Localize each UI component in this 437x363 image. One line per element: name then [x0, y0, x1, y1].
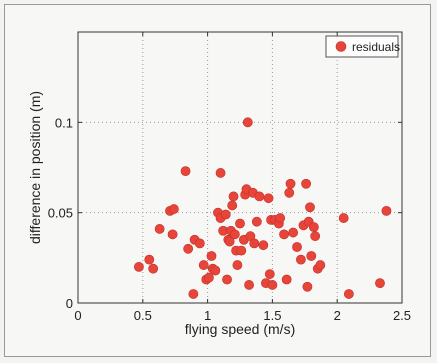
data-point	[228, 191, 239, 202]
data-point	[301, 178, 311, 189]
data-point	[264, 269, 275, 279]
data-point	[244, 280, 254, 290]
data-point	[249, 238, 260, 249]
data-point	[144, 254, 155, 265]
data-point	[183, 243, 194, 254]
x-axis-label: flying speed (m/s)	[185, 321, 295, 337]
data-point	[229, 229, 240, 240]
data-point	[206, 251, 217, 261]
data-point	[180, 166, 191, 177]
data-point	[251, 216, 262, 227]
plot-area	[77, 31, 403, 304]
y-tick-label: 0.05	[48, 206, 73, 221]
data-point	[267, 280, 278, 290]
data-point	[275, 213, 286, 223]
data-point	[343, 289, 354, 299]
data-point	[194, 238, 205, 249]
x-tick-label: 0	[74, 308, 81, 323]
x-tick-label: 0.5	[134, 308, 152, 323]
x-tick-label: 2	[334, 308, 341, 323]
x-tick-label: 1.5	[263, 308, 281, 323]
data-point	[381, 205, 392, 216]
data-point	[308, 222, 319, 233]
data-point	[285, 178, 296, 189]
data-point	[258, 240, 269, 251]
data-point	[284, 187, 295, 198]
legend-marker	[335, 41, 347, 52]
data-point	[292, 242, 302, 252]
data-point	[224, 236, 235, 247]
data-point	[236, 245, 247, 256]
data-point	[154, 224, 165, 234]
data-point	[232, 260, 243, 270]
y-tick-label: 0	[66, 296, 73, 311]
data-point	[305, 202, 315, 213]
data-point	[227, 200, 238, 211]
data-point	[167, 229, 178, 240]
data-point	[235, 218, 245, 229]
data-point	[338, 213, 349, 223]
figure-frame	[4, 4, 431, 357]
data-point	[210, 265, 221, 276]
data-point	[375, 278, 385, 289]
data-point	[302, 281, 313, 292]
data-point	[198, 260, 209, 270]
data-point	[242, 117, 253, 128]
data-point	[310, 231, 321, 242]
data-point	[254, 191, 265, 202]
data-point	[134, 261, 144, 272]
data-point	[279, 229, 289, 240]
x-tick-label: 2.5	[393, 308, 411, 323]
legend-label: residuals	[352, 40, 400, 54]
data-point	[169, 204, 179, 214]
data-point	[288, 227, 299, 238]
legend-box	[325, 35, 399, 58]
legend: residuals	[325, 35, 400, 58]
data-point	[215, 168, 226, 178]
data-point	[203, 272, 214, 283]
y-axis-label: difference in position (m)	[27, 91, 43, 244]
data-point	[306, 251, 317, 261]
y-tick-label: 0.1	[55, 115, 73, 130]
data-point	[315, 260, 326, 270]
data-point	[148, 263, 159, 274]
data-point	[281, 274, 292, 285]
data-point	[220, 209, 231, 220]
data-point	[263, 193, 274, 204]
data-point	[296, 254, 306, 265]
data-points	[134, 117, 392, 299]
x-tick-label: 1	[204, 308, 211, 323]
data-point	[188, 289, 199, 299]
axis-ticks: 0 0.5 1 1.5 2 2.5 0 0.05 0.1	[48, 32, 411, 323]
data-point	[222, 274, 232, 285]
